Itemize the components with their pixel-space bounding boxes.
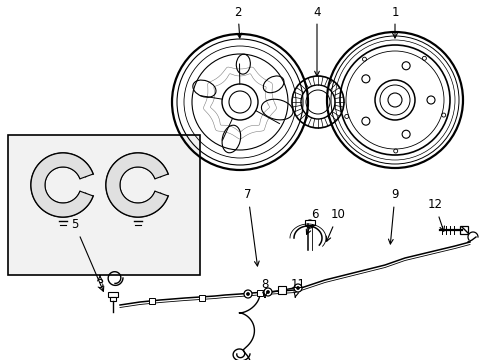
Text: 12: 12 <box>427 198 444 231</box>
Polygon shape <box>31 153 93 217</box>
Text: 9: 9 <box>387 189 398 244</box>
Bar <box>305 220 314 225</box>
Circle shape <box>293 284 302 292</box>
Text: 11: 11 <box>290 279 305 297</box>
Bar <box>278 286 285 294</box>
Text: 1: 1 <box>390 5 398 38</box>
Bar <box>108 292 118 297</box>
Text: 10: 10 <box>325 208 345 241</box>
Circle shape <box>305 220 313 228</box>
Text: 5: 5 <box>71 219 103 291</box>
Bar <box>459 226 467 234</box>
Circle shape <box>244 290 251 298</box>
Bar <box>149 298 155 304</box>
Text: 4: 4 <box>313 5 320 76</box>
Text: 2: 2 <box>234 5 241 38</box>
Circle shape <box>264 288 271 296</box>
Circle shape <box>296 287 299 289</box>
Text: 7: 7 <box>244 189 259 266</box>
Bar <box>257 290 263 296</box>
Bar <box>199 295 204 301</box>
Text: 8: 8 <box>261 279 268 297</box>
Polygon shape <box>106 153 168 217</box>
Text: 3: 3 <box>96 276 103 292</box>
Circle shape <box>246 292 249 296</box>
Circle shape <box>266 291 269 293</box>
Bar <box>8 135 200 275</box>
Text: 6: 6 <box>305 208 318 234</box>
Bar <box>110 297 116 301</box>
